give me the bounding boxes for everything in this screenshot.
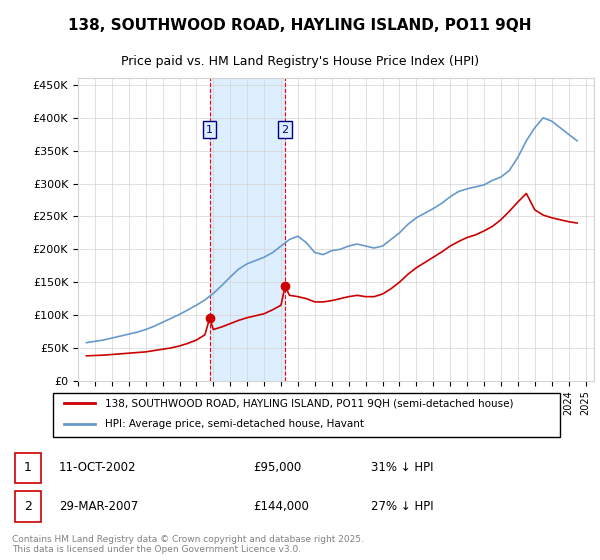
FancyBboxPatch shape (53, 393, 560, 437)
Text: Contains HM Land Registry data © Crown copyright and database right 2025.
This d: Contains HM Land Registry data © Crown c… (12, 535, 364, 554)
Text: 11-OCT-2002: 11-OCT-2002 (59, 461, 136, 474)
Text: 138, SOUTHWOOD ROAD, HAYLING ISLAND, PO11 9QH (semi-detached house): 138, SOUTHWOOD ROAD, HAYLING ISLAND, PO1… (106, 398, 514, 408)
Text: £95,000: £95,000 (253, 461, 301, 474)
FancyBboxPatch shape (15, 452, 41, 483)
Text: 27% ↓ HPI: 27% ↓ HPI (371, 500, 433, 512)
Text: HPI: Average price, semi-detached house, Havant: HPI: Average price, semi-detached house,… (106, 419, 364, 430)
Text: £144,000: £144,000 (253, 500, 309, 512)
Text: 2: 2 (281, 125, 289, 135)
Bar (209, 78, 285, 381)
Text: 1: 1 (24, 461, 32, 474)
Text: 29-MAR-2007: 29-MAR-2007 (59, 500, 138, 512)
Text: 2: 2 (24, 500, 32, 512)
Text: 1: 1 (206, 125, 213, 135)
Text: 31% ↓ HPI: 31% ↓ HPI (371, 461, 433, 474)
Text: 138, SOUTHWOOD ROAD, HAYLING ISLAND, PO11 9QH: 138, SOUTHWOOD ROAD, HAYLING ISLAND, PO1… (68, 18, 532, 33)
FancyBboxPatch shape (15, 491, 41, 521)
Text: Price paid vs. HM Land Registry's House Price Index (HPI): Price paid vs. HM Land Registry's House … (121, 55, 479, 68)
